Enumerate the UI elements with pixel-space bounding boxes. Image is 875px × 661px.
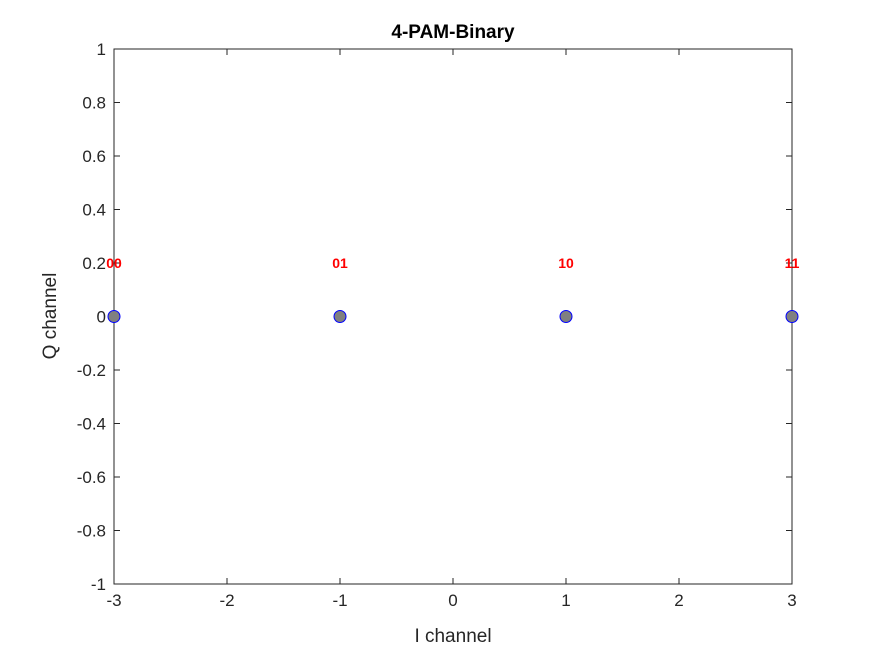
y-tick-label: -0.4 bbox=[77, 415, 106, 434]
symbol-label: 01 bbox=[332, 255, 348, 271]
x-tick-label: -3 bbox=[106, 591, 121, 610]
y-tick-label: -0.2 bbox=[77, 361, 106, 380]
symbol-label: 11 bbox=[785, 255, 800, 271]
y-axis-label: Q channel bbox=[40, 273, 61, 360]
y-tick-label: -0.6 bbox=[77, 468, 106, 487]
constellation-point bbox=[785, 310, 799, 323]
x-tick-label: -1 bbox=[332, 591, 347, 610]
x-tick-label: -2 bbox=[219, 591, 234, 610]
x-tick-label: 2 bbox=[674, 591, 683, 610]
x-tick-label: 3 bbox=[787, 591, 796, 610]
constellation-point bbox=[107, 310, 121, 323]
axes-box bbox=[113, 48, 793, 585]
symbol-label: 10 bbox=[558, 255, 574, 271]
y-tick-label: 0.2 bbox=[82, 254, 106, 273]
x-tick-labels: -3 -2 -1 0 1 2 3 bbox=[106, 591, 796, 610]
y-tick-label: 0.4 bbox=[82, 201, 106, 220]
x-axis-label: I channel bbox=[414, 626, 491, 647]
y-tick-label: -0.8 bbox=[77, 522, 106, 541]
tick-marks bbox=[113, 48, 793, 585]
point-labels: 00 01 10 11 bbox=[106, 255, 799, 271]
y-tick-label: 0.8 bbox=[82, 94, 106, 113]
x-tick-label: 0 bbox=[448, 591, 457, 610]
symbol-label: 00 bbox=[106, 255, 122, 271]
chart-title: 4-PAM-Binary bbox=[391, 22, 515, 43]
constellation-point bbox=[559, 310, 573, 323]
y-tick-label: 1 bbox=[97, 40, 106, 59]
y-tick-label: -1 bbox=[91, 575, 106, 594]
y-tick-label: 0.6 bbox=[82, 147, 106, 166]
y-tick-label: 0 bbox=[97, 308, 106, 327]
x-tick-label: 1 bbox=[561, 591, 570, 610]
data-points bbox=[107, 310, 799, 323]
constellation-point bbox=[333, 310, 347, 323]
y-tick-labels: -1 -0.8 -0.6 -0.4 -0.2 0 0.2 0.4 0.6 0.8 1 bbox=[77, 40, 106, 594]
